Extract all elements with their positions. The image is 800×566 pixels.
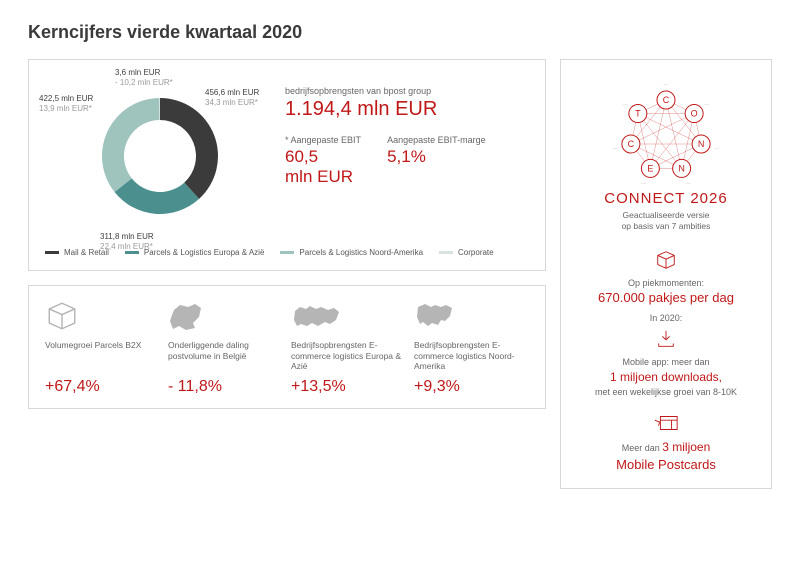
donut-slice-mail_retail <box>160 98 218 199</box>
svg-text:—: — <box>704 102 709 108</box>
box-icon <box>45 298 160 334</box>
margin-value: 5,1% <box>387 147 486 167</box>
ebit-value: 60,5mln EUR <box>285 147 361 186</box>
legend-item: Parcels & Logistics Europa & Azië <box>125 248 265 257</box>
svg-text:O: O <box>691 109 698 119</box>
stat-item: Onderliggende daling postvolume in Belgi… <box>168 298 283 396</box>
svg-text:—: — <box>613 146 618 152</box>
stat-item: Volumegroei Parcels B2X +67,4% <box>45 298 160 396</box>
stat-number: +67,4% <box>45 378 160 396</box>
margin-label: Aangepaste EBIT-marge <box>387 135 486 145</box>
stat-number: +13,5% <box>291 378 406 396</box>
stats-panel: Volumegroei Parcels B2X +67,4% Onderliggen… <box>28 285 546 409</box>
stat-number: +9,3% <box>414 378 529 396</box>
svg-text:N: N <box>698 139 705 149</box>
stat-number: - 11,8% <box>168 378 283 396</box>
donut-label-corporate: 3,6 mln EUR- 10,2 mln EUR* <box>115 68 173 87</box>
stat-text: Volumegroei Parcels B2X <box>45 340 160 374</box>
svg-text:—: — <box>641 181 646 184</box>
stat-text: Onderliggende daling postvolume in Belgi… <box>168 340 283 374</box>
connect-panel: — — — — — — — C O N N E C T CONNECT 2026 Geactualisee… <box>560 59 772 489</box>
svg-text:C: C <box>663 95 670 105</box>
year-label: In 2020: <box>650 313 683 323</box>
stat-text: Bedrijfsopbrengsten E-commerce logistics… <box>291 340 406 374</box>
legend-item: Parcels & Logistics Noord-Amerika <box>280 248 423 257</box>
svg-text:C: C <box>628 139 635 149</box>
donut-label-pl_na: 422,5 mln EUR13,9 mln EUR* <box>39 94 93 113</box>
revenue-value: 1.194,4 mln EUR <box>285 98 519 121</box>
stat-item: Bedrijfsopbrengsten E-commerce logistics… <box>414 298 529 396</box>
peak-label: Op piekmomenten: <box>628 278 704 288</box>
peak-value: 670.000 pakjes per dag <box>598 290 734 305</box>
svg-text:N: N <box>678 163 685 173</box>
app-downloads: Mobile app: meer dan 1 miljoen downloads… <box>595 356 737 398</box>
world-icon <box>291 298 406 334</box>
svg-text:—: — <box>686 181 691 184</box>
na-icon <box>414 298 529 334</box>
connect-title: CONNECT 2026 <box>604 190 727 207</box>
revenue-label: bedrijfsopbrengsten van bpost group <box>285 86 519 96</box>
box-icon <box>655 249 677 274</box>
svg-text:—: — <box>714 146 719 152</box>
donut-legend: Mail & Retail Parcels & Logistics Europa … <box>45 248 525 257</box>
svg-text:—: — <box>623 102 628 108</box>
connect-diagram: — — — — — — — C O N N E C T <box>591 74 741 184</box>
postcard-icon <box>653 414 679 435</box>
belgium-icon <box>168 298 283 334</box>
stat-item: Bedrijfsopbrengsten E-commerce logistics… <box>291 298 406 396</box>
svg-text:—: — <box>664 82 669 88</box>
download-icon <box>655 329 677 352</box>
donut-label-mail_retail: 456,6 mln EUR34,3 mln EUR* <box>205 88 259 107</box>
svg-text:E: E <box>647 163 653 173</box>
ebit-label: * Aangepaste EBIT <box>285 135 361 145</box>
svg-text:T: T <box>635 109 641 119</box>
postcards: Meer dan 3 miljoen Mobile Postcards <box>616 439 716 474</box>
revenue-panel: 3,6 mln EUR- 10,2 mln EUR* 456,6 mln EUR3… <box>28 59 546 271</box>
donut-slice-pl_na <box>102 98 159 192</box>
connect-subtitle: Geactualiseerde versieop basis van 7 amb… <box>622 210 711 231</box>
page-title: Kerncijfers vierde kwartaal 2020 <box>28 22 772 43</box>
legend-item: Corporate <box>439 248 494 257</box>
legend-item: Mail & Retail <box>45 248 109 257</box>
donut-chart-area: 3,6 mln EUR- 10,2 mln EUR*456,6 mln EUR3… <box>45 72 275 258</box>
stat-text: Bedrijfsopbrengsten E-commerce logistics… <box>414 340 529 374</box>
